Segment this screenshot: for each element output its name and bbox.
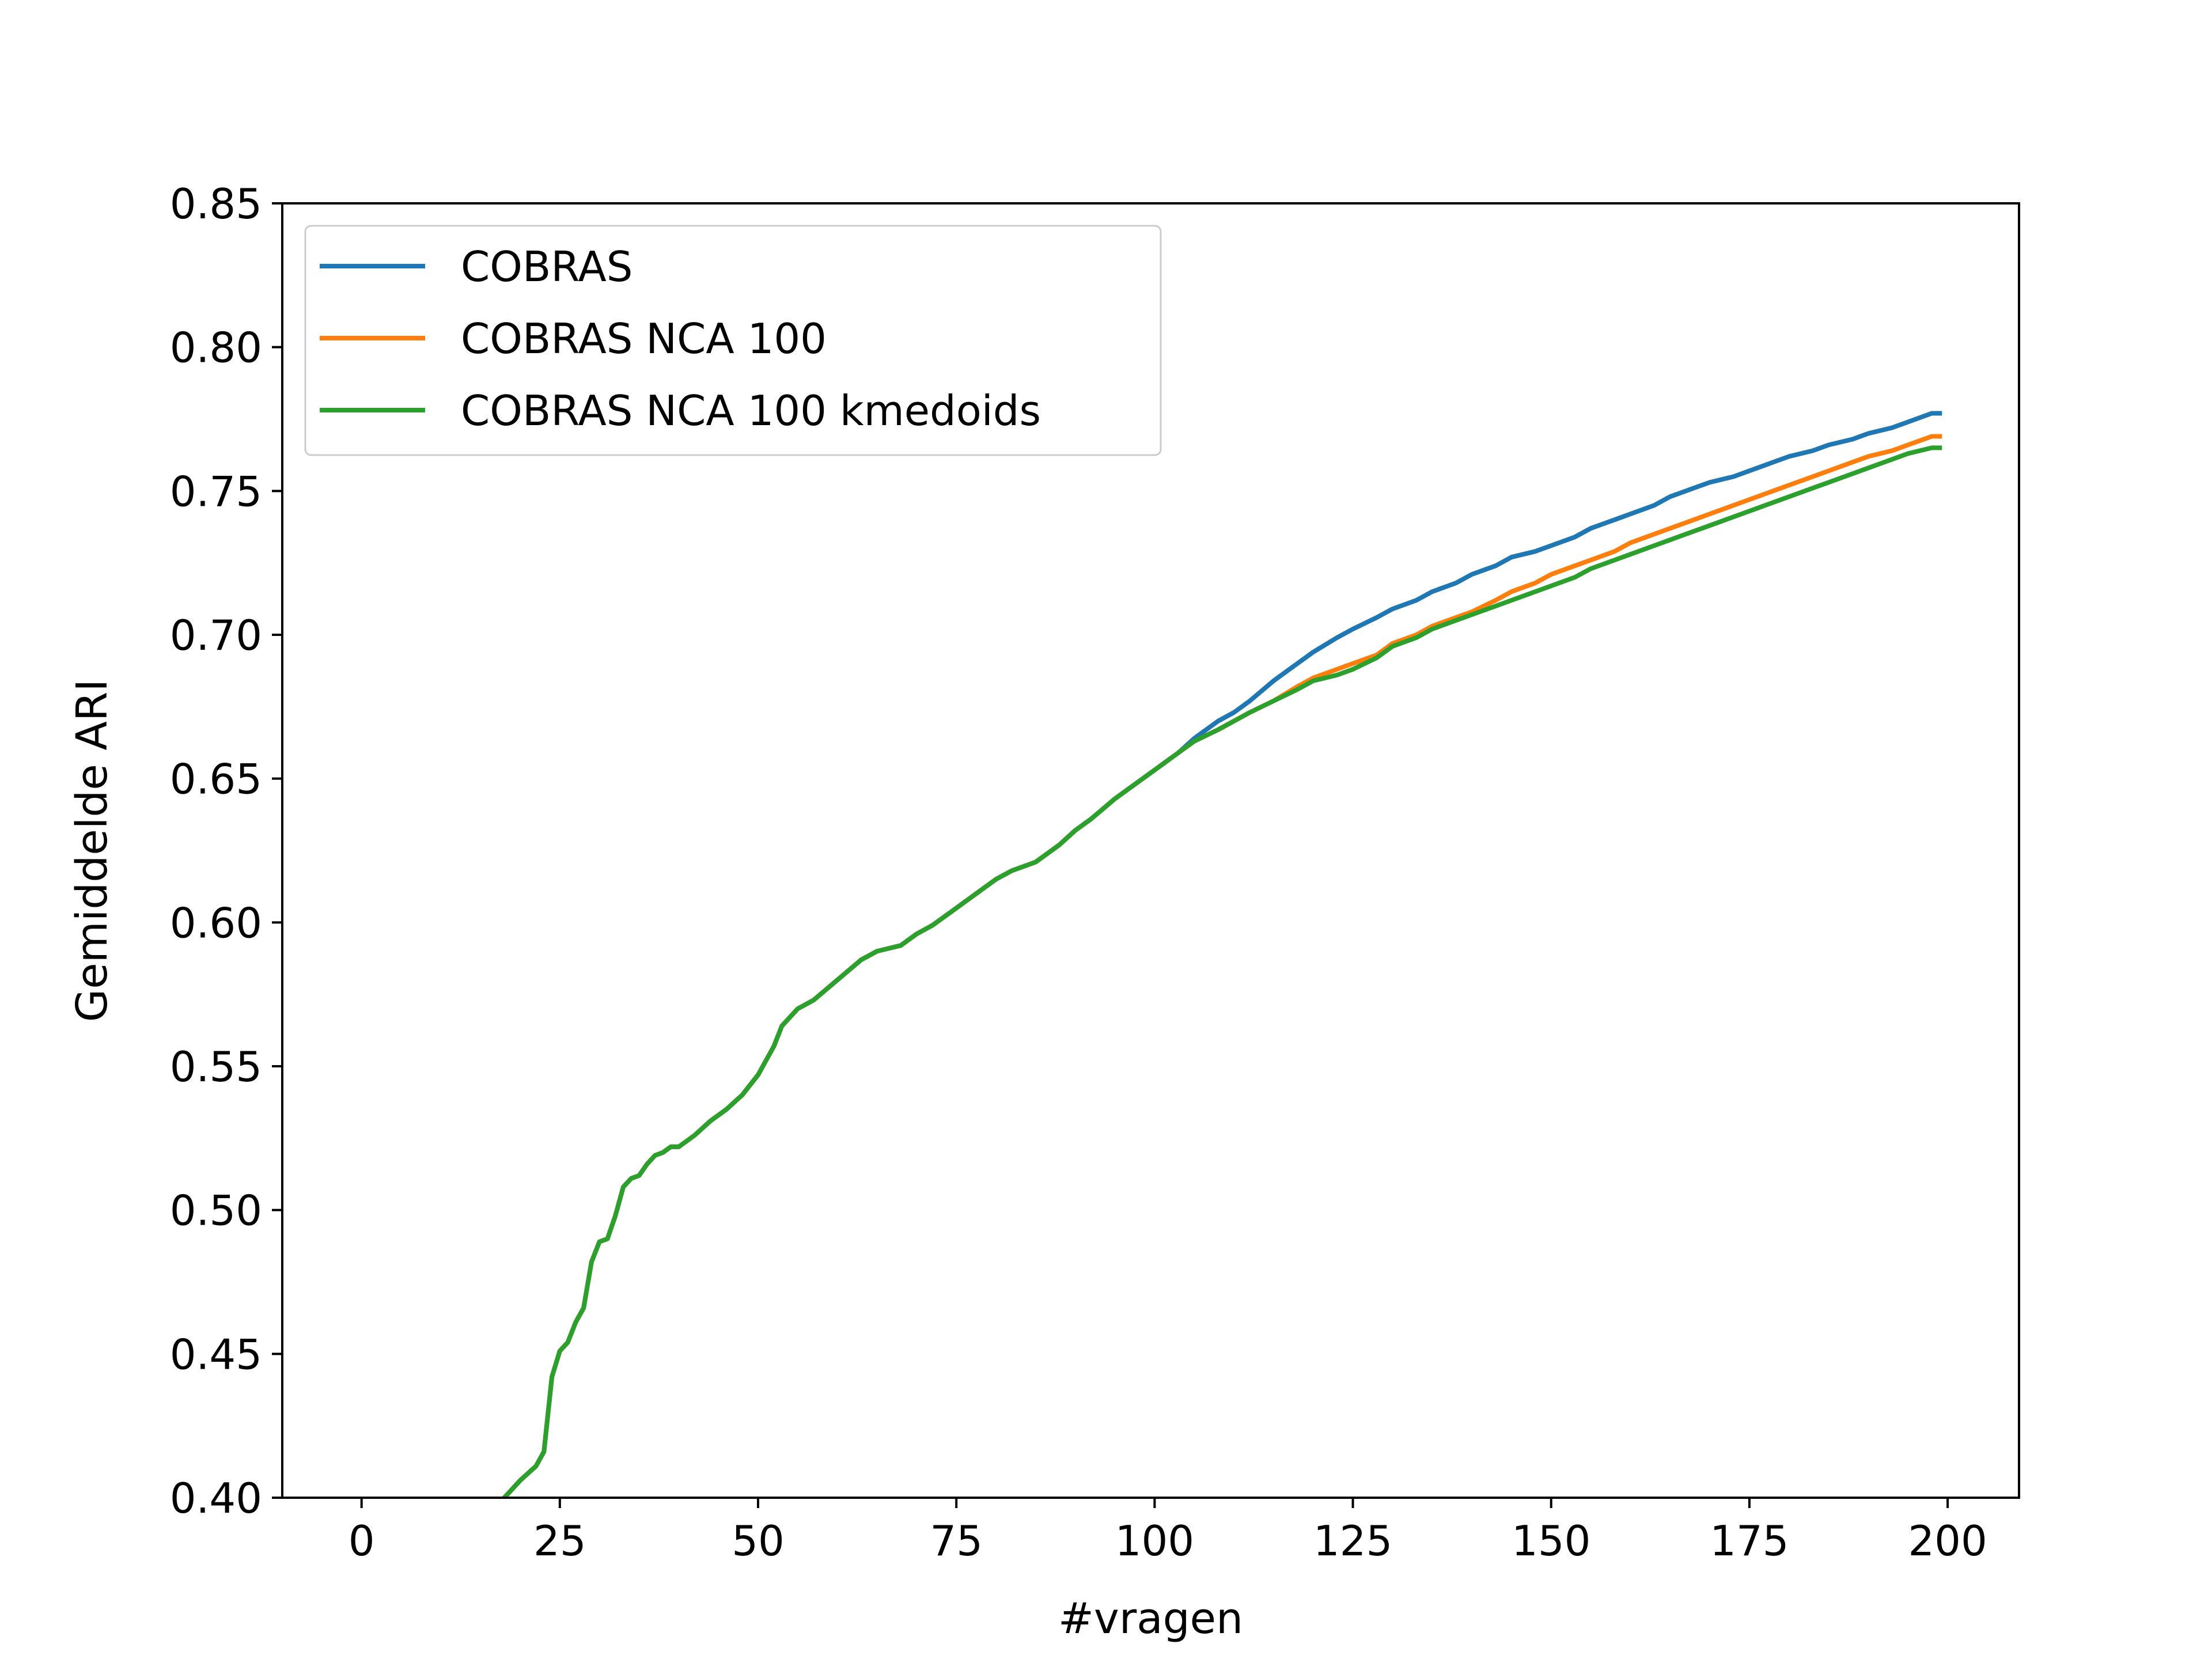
y-tick-label: 0.60: [170, 899, 262, 947]
plot-frame: [281, 202, 2020, 1499]
x-tick-label: 150: [1512, 1517, 1590, 1565]
x-tick-label: 25: [533, 1517, 586, 1565]
x-tick-label: 0: [349, 1517, 375, 1565]
x-tick-label: 100: [1115, 1517, 1194, 1565]
x-tick-label: 50: [732, 1517, 785, 1565]
legend-label-cobras-nca-100: COBRAS NCA 100: [461, 315, 827, 363]
y-tick-label: 0.45: [170, 1330, 262, 1378]
y-tick-label: 0.85: [170, 180, 262, 228]
y-tick-label: 0.65: [170, 755, 262, 804]
x-axis-ticks: 0 25 50 75 100 125 150 175 200: [349, 1498, 1987, 1565]
x-tick-label: 175: [1710, 1517, 1789, 1565]
y-tick-label: 0.40: [170, 1474, 262, 1522]
y-axis-ticks: 0.40 0.45 0.50 0.55 0.60 0.65 0.70 0.75 0.80 0.85: [170, 180, 282, 1522]
x-tick-label: 200: [1908, 1517, 1987, 1565]
y-axis-label: Gemiddelde ARI: [67, 679, 117, 1022]
legend-label-cobras-nca-100-kmedoids: COBRAS NCA 100 kmedoids: [461, 387, 1041, 435]
y-tick-label: 0.70: [170, 611, 262, 660]
y-tick-label: 0.55: [170, 1043, 262, 1091]
series-line-cobras-nca-100-kmedoids: [501, 445, 1942, 1498]
x-axis-label: #vragen: [1058, 1594, 1243, 1643]
series-layer: [501, 411, 1942, 1498]
y-tick-label: 0.80: [170, 324, 262, 372]
legend-box: [304, 225, 1162, 456]
x-tick-label: 75: [930, 1517, 983, 1565]
y-tick-label: 0.75: [170, 467, 262, 516]
legend: COBRAS COBRAS NCA 100 COBRAS NCA 100 kme…: [304, 225, 1162, 456]
x-tick-label: 125: [1313, 1517, 1392, 1565]
y-tick-label: 0.50: [170, 1187, 262, 1235]
legend-label-cobras: COBRAS: [461, 243, 632, 291]
